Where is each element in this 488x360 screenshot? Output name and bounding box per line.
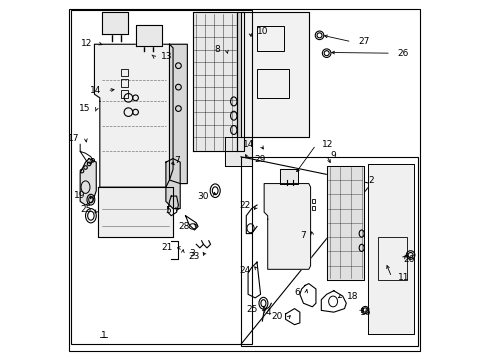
Text: 27: 27 bbox=[357, 37, 369, 46]
Text: 28: 28 bbox=[179, 222, 190, 231]
Text: 17: 17 bbox=[68, 134, 80, 143]
Text: 14: 14 bbox=[89, 86, 101, 95]
Text: 19: 19 bbox=[74, 190, 85, 199]
Text: 24: 24 bbox=[239, 266, 250, 275]
Text: 26: 26 bbox=[402, 255, 414, 264]
Text: 11: 11 bbox=[397, 273, 409, 282]
Polygon shape bbox=[192, 12, 237, 152]
Text: 14: 14 bbox=[243, 140, 254, 149]
Text: 5: 5 bbox=[165, 206, 171, 215]
Text: 2: 2 bbox=[368, 176, 373, 185]
Text: 23: 23 bbox=[188, 252, 200, 261]
Polygon shape bbox=[102, 12, 128, 33]
Text: 22: 22 bbox=[239, 201, 250, 210]
Text: 8: 8 bbox=[214, 45, 220, 54]
Text: 7: 7 bbox=[173, 156, 179, 165]
Polygon shape bbox=[135, 24, 162, 46]
Polygon shape bbox=[98, 187, 173, 237]
Polygon shape bbox=[326, 166, 364, 280]
Text: 15: 15 bbox=[79, 104, 90, 113]
Text: 26: 26 bbox=[397, 49, 408, 58]
Text: 30: 30 bbox=[197, 192, 208, 201]
Text: 20: 20 bbox=[271, 312, 283, 321]
Polygon shape bbox=[367, 164, 413, 334]
Polygon shape bbox=[280, 169, 298, 184]
Polygon shape bbox=[165, 158, 180, 208]
Polygon shape bbox=[241, 12, 308, 137]
Polygon shape bbox=[237, 12, 244, 152]
Text: 29: 29 bbox=[254, 155, 265, 164]
Polygon shape bbox=[169, 44, 187, 184]
Text: 16: 16 bbox=[360, 308, 371, 317]
Polygon shape bbox=[224, 137, 251, 166]
Text: 21: 21 bbox=[161, 243, 172, 252]
Text: 13: 13 bbox=[160, 52, 172, 61]
Text: 1: 1 bbox=[101, 331, 106, 340]
Text: 25: 25 bbox=[246, 305, 258, 314]
Text: 12: 12 bbox=[322, 140, 333, 149]
Text: 9: 9 bbox=[329, 151, 335, 160]
Text: 18: 18 bbox=[346, 292, 358, 301]
Text: 6: 6 bbox=[293, 288, 299, 297]
Text: 7: 7 bbox=[300, 231, 305, 240]
Text: 12: 12 bbox=[81, 39, 93, 48]
Polygon shape bbox=[80, 158, 96, 205]
Polygon shape bbox=[264, 184, 310, 269]
Text: 3: 3 bbox=[189, 249, 195, 258]
Text: 25: 25 bbox=[80, 205, 91, 214]
Polygon shape bbox=[94, 44, 173, 187]
Text: 10: 10 bbox=[256, 27, 267, 36]
Text: 4: 4 bbox=[265, 309, 271, 318]
